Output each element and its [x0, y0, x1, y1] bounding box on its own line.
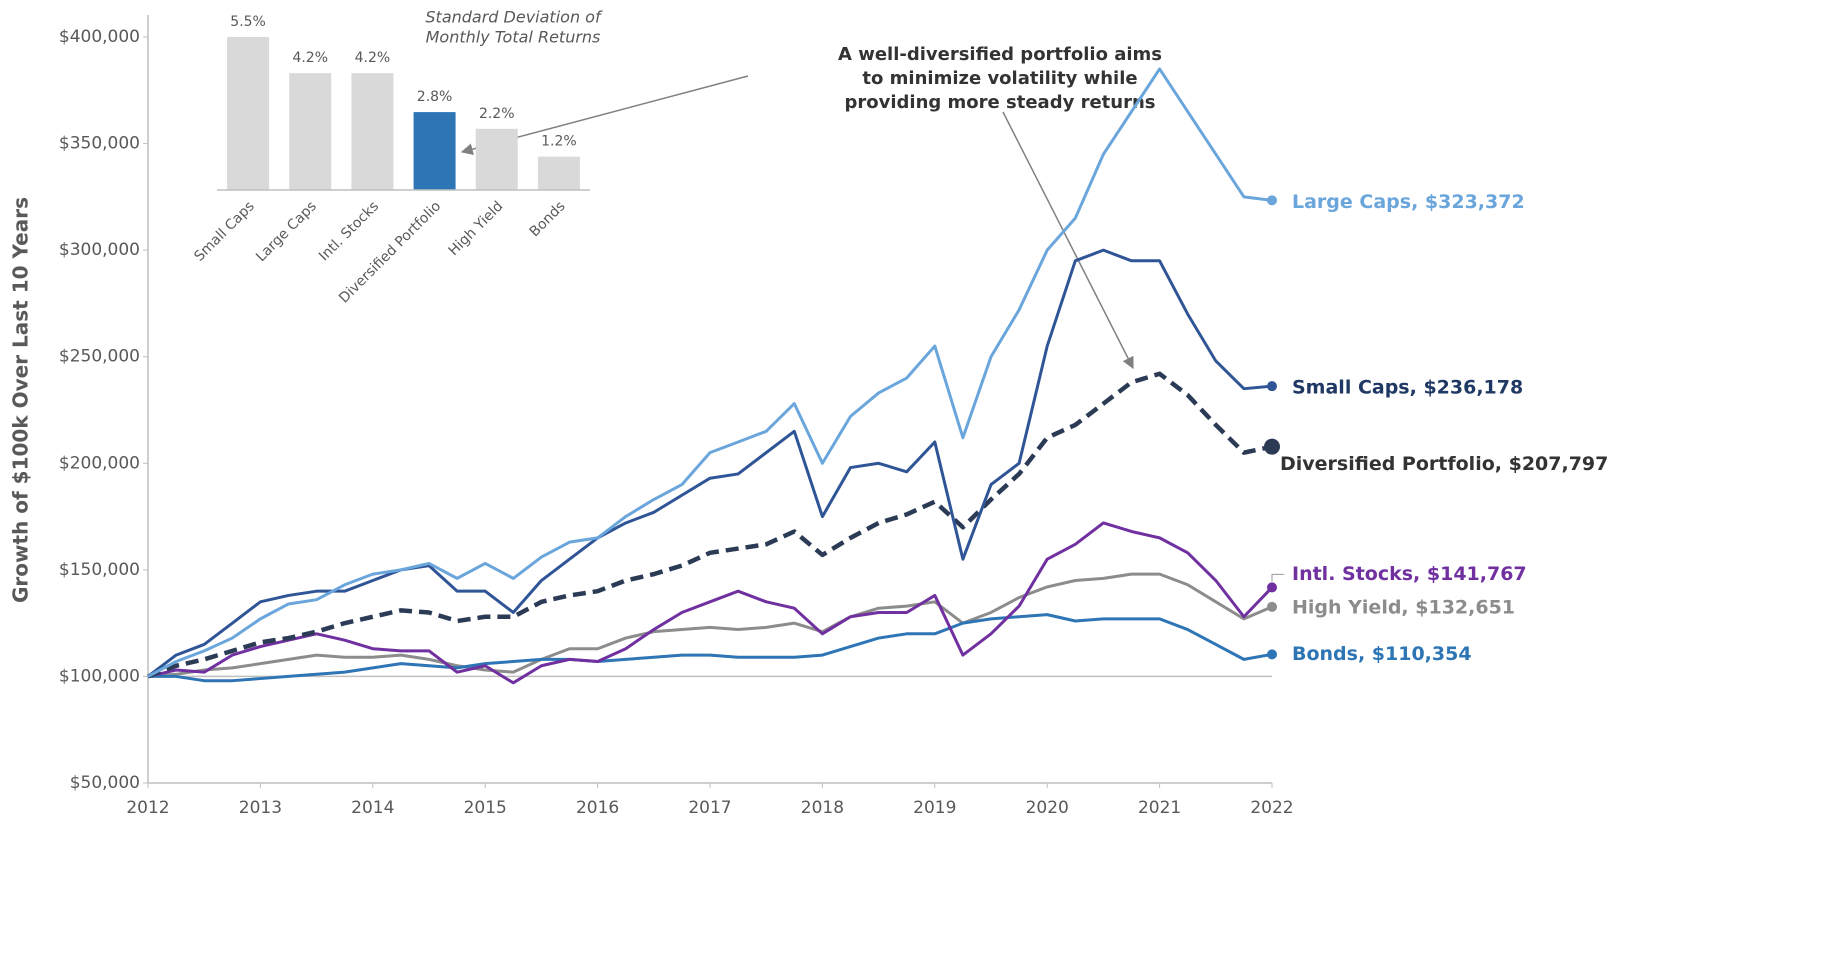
bar — [413, 112, 456, 190]
y-tick-label: $300,000 — [59, 240, 140, 260]
category-label: Bonds — [527, 198, 569, 240]
x-tick-label: 2017 — [688, 798, 731, 818]
value-label: 4.2% — [355, 50, 391, 66]
y-tick-label: $150,000 — [59, 560, 140, 580]
end-label: High Yield, $132,651 — [1292, 596, 1515, 618]
y-tick-label: $100,000 — [59, 666, 140, 686]
x-tick-label: 2015 — [464, 798, 507, 818]
bar — [537, 156, 580, 190]
end-point — [1267, 649, 1277, 660]
end-point — [1267, 601, 1277, 612]
y-tick-label: $200,000 — [59, 453, 140, 473]
value-label: 1.2% — [541, 134, 577, 150]
series-line — [147, 371, 1273, 679]
series-line — [147, 521, 1274, 685]
x-tick-label: 2013 — [239, 798, 282, 818]
y-tick-label: $50,000 — [70, 773, 140, 793]
bar — [351, 73, 394, 190]
bar — [227, 37, 270, 190]
arrow — [1002, 111, 1134, 370]
value-label: 4.2% — [292, 50, 328, 66]
value-label: 2.2% — [479, 106, 515, 122]
x-tick-label: 2019 — [913, 798, 956, 818]
annotation: providing more steady returns — [845, 92, 1156, 113]
end-point — [1267, 582, 1277, 593]
x-tick-label: 2018 — [801, 798, 844, 818]
end-label: Diversified Portfolio, $207,797 — [1280, 453, 1608, 475]
annotation: A well-diversified portfolio aims — [838, 44, 1162, 65]
end-point — [1267, 381, 1277, 392]
y-tick-label: $400,000 — [59, 27, 140, 47]
end-label: Small Caps, $236,178 — [1292, 377, 1523, 399]
end-point — [1267, 195, 1277, 206]
bar — [289, 73, 332, 190]
category-label: Small Caps — [191, 198, 257, 264]
inset-title: Standard Deviation of — [425, 8, 603, 27]
category-label: Intl. Stocks — [316, 198, 382, 264]
y-tick-label: $250,000 — [59, 347, 140, 367]
series-line — [147, 572, 1273, 678]
category-label: Diversified Portfolio — [336, 198, 444, 306]
x-tick-label: 2022 — [1250, 798, 1293, 818]
inset-title: Monthly Total Returns — [426, 28, 601, 47]
bar — [475, 128, 518, 190]
y-axis-label: Growth of $100k Over Last 10 Years — [9, 197, 33, 603]
x-tick-label: 2021 — [1138, 798, 1181, 818]
x-tick-label: 2014 — [351, 798, 394, 818]
category-label: High Yield — [446, 198, 507, 259]
end-label: Bonds, $110,354 — [1292, 643, 1472, 665]
series-line — [147, 248, 1273, 678]
category-label: Large Caps — [253, 198, 320, 265]
x-tick-label: 2016 — [576, 798, 619, 818]
annotation: to minimize volatility while — [862, 68, 1137, 89]
series-line — [148, 613, 1273, 683]
x-tick-label: 2012 — [126, 798, 169, 818]
x-tick-label: 2020 — [1026, 798, 1069, 818]
end-label: Intl. Stocks, $141,767 — [1292, 563, 1527, 585]
value-label: 5.5% — [230, 14, 266, 30]
value-label: 2.8% — [417, 89, 453, 105]
leader-line — [1271, 573, 1284, 582]
y-tick-label: $350,000 — [59, 134, 140, 154]
end-point — [1264, 438, 1280, 455]
end-label: Large Caps, $323,372 — [1292, 191, 1525, 213]
series-line — [147, 67, 1273, 678]
